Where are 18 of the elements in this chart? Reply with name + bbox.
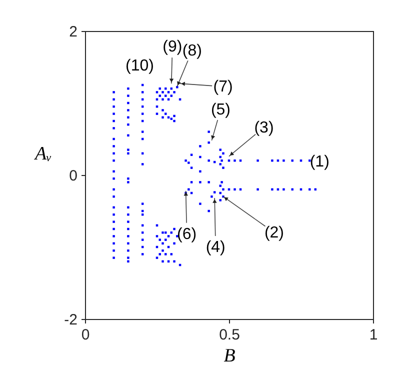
annotation: (3) [254,119,274,136]
annotation: (7) [213,78,233,96]
annotation: (9) [162,38,182,56]
annotation: (10) [125,58,154,75]
annotation: (5) [210,101,230,118]
x-axis-title: B [224,346,236,366]
y-tick-label: 0 [69,168,78,184]
x-tick-label: 1 [369,326,378,344]
annotation: (1) [310,154,330,171]
y-axis-title: Aᵥ [33,144,52,164]
annotation: (8) [182,42,202,60]
annotation: (4) [206,239,226,256]
annotation: (2) [264,224,284,242]
y-tick-label: 2 [69,24,78,40]
x-tick-label: 0.5 [219,326,240,344]
x-tick-label: 0 [81,326,90,344]
annotation: (6) [177,226,197,243]
y-tick-label: -2 [64,312,78,328]
